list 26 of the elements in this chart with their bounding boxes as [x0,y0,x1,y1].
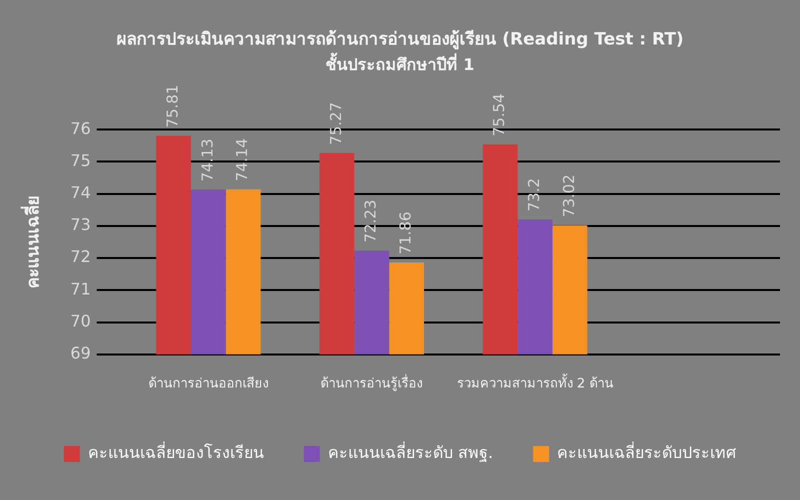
data-label: 72.23 [362,200,380,243]
data-label: 75.27 [326,102,345,146]
y-tick-label: 76 [70,118,91,138]
y-tick-label: 75 [70,150,91,170]
data-label: 73.2 [524,178,543,212]
x-tick-label: รวมความสามารถทั้ง 2 ด้าน [456,374,614,392]
y-tick-label: 72 [70,247,91,266]
legend-label: คะแนนเฉลี่ยระดับ สพฐ. [328,441,494,462]
data-label: 73.02 [560,174,578,218]
y-tick-label: 69 [70,344,91,363]
data-label: 74.14 [233,138,252,182]
data-label: 74.13 [198,138,216,182]
chart-title: ผลการประเมินความสามารถด้านการอ่านของผู้เรียน (Reading Test : RT) [116,28,684,51]
legend-label: คะแนนเฉลี่ยระดับประเทศ [557,441,736,462]
data-label: 75.81 [163,84,182,128]
y-tick-label: 71 [70,279,91,298]
x-tick-label: ด้านการอ่านรู้เรื่อง [320,374,423,392]
legend-label: คะแนนเฉลี่ยของโรงเรียน [88,441,264,462]
y-tick-label: 74 [70,182,91,202]
y-tick-label: 73 [70,215,91,234]
y-axis-title: คะแนนเฉลี่ย [20,196,44,288]
chart-subtitle: ชั้นประถมศึกษาปีที่ 1 [326,52,474,74]
y-tick-label: 70 [70,311,91,330]
data-label: 71.86 [396,212,414,255]
x-tick-label: ด้านการอ่านออกเสียง [148,376,268,392]
data-label: 75.54 [490,93,508,136]
